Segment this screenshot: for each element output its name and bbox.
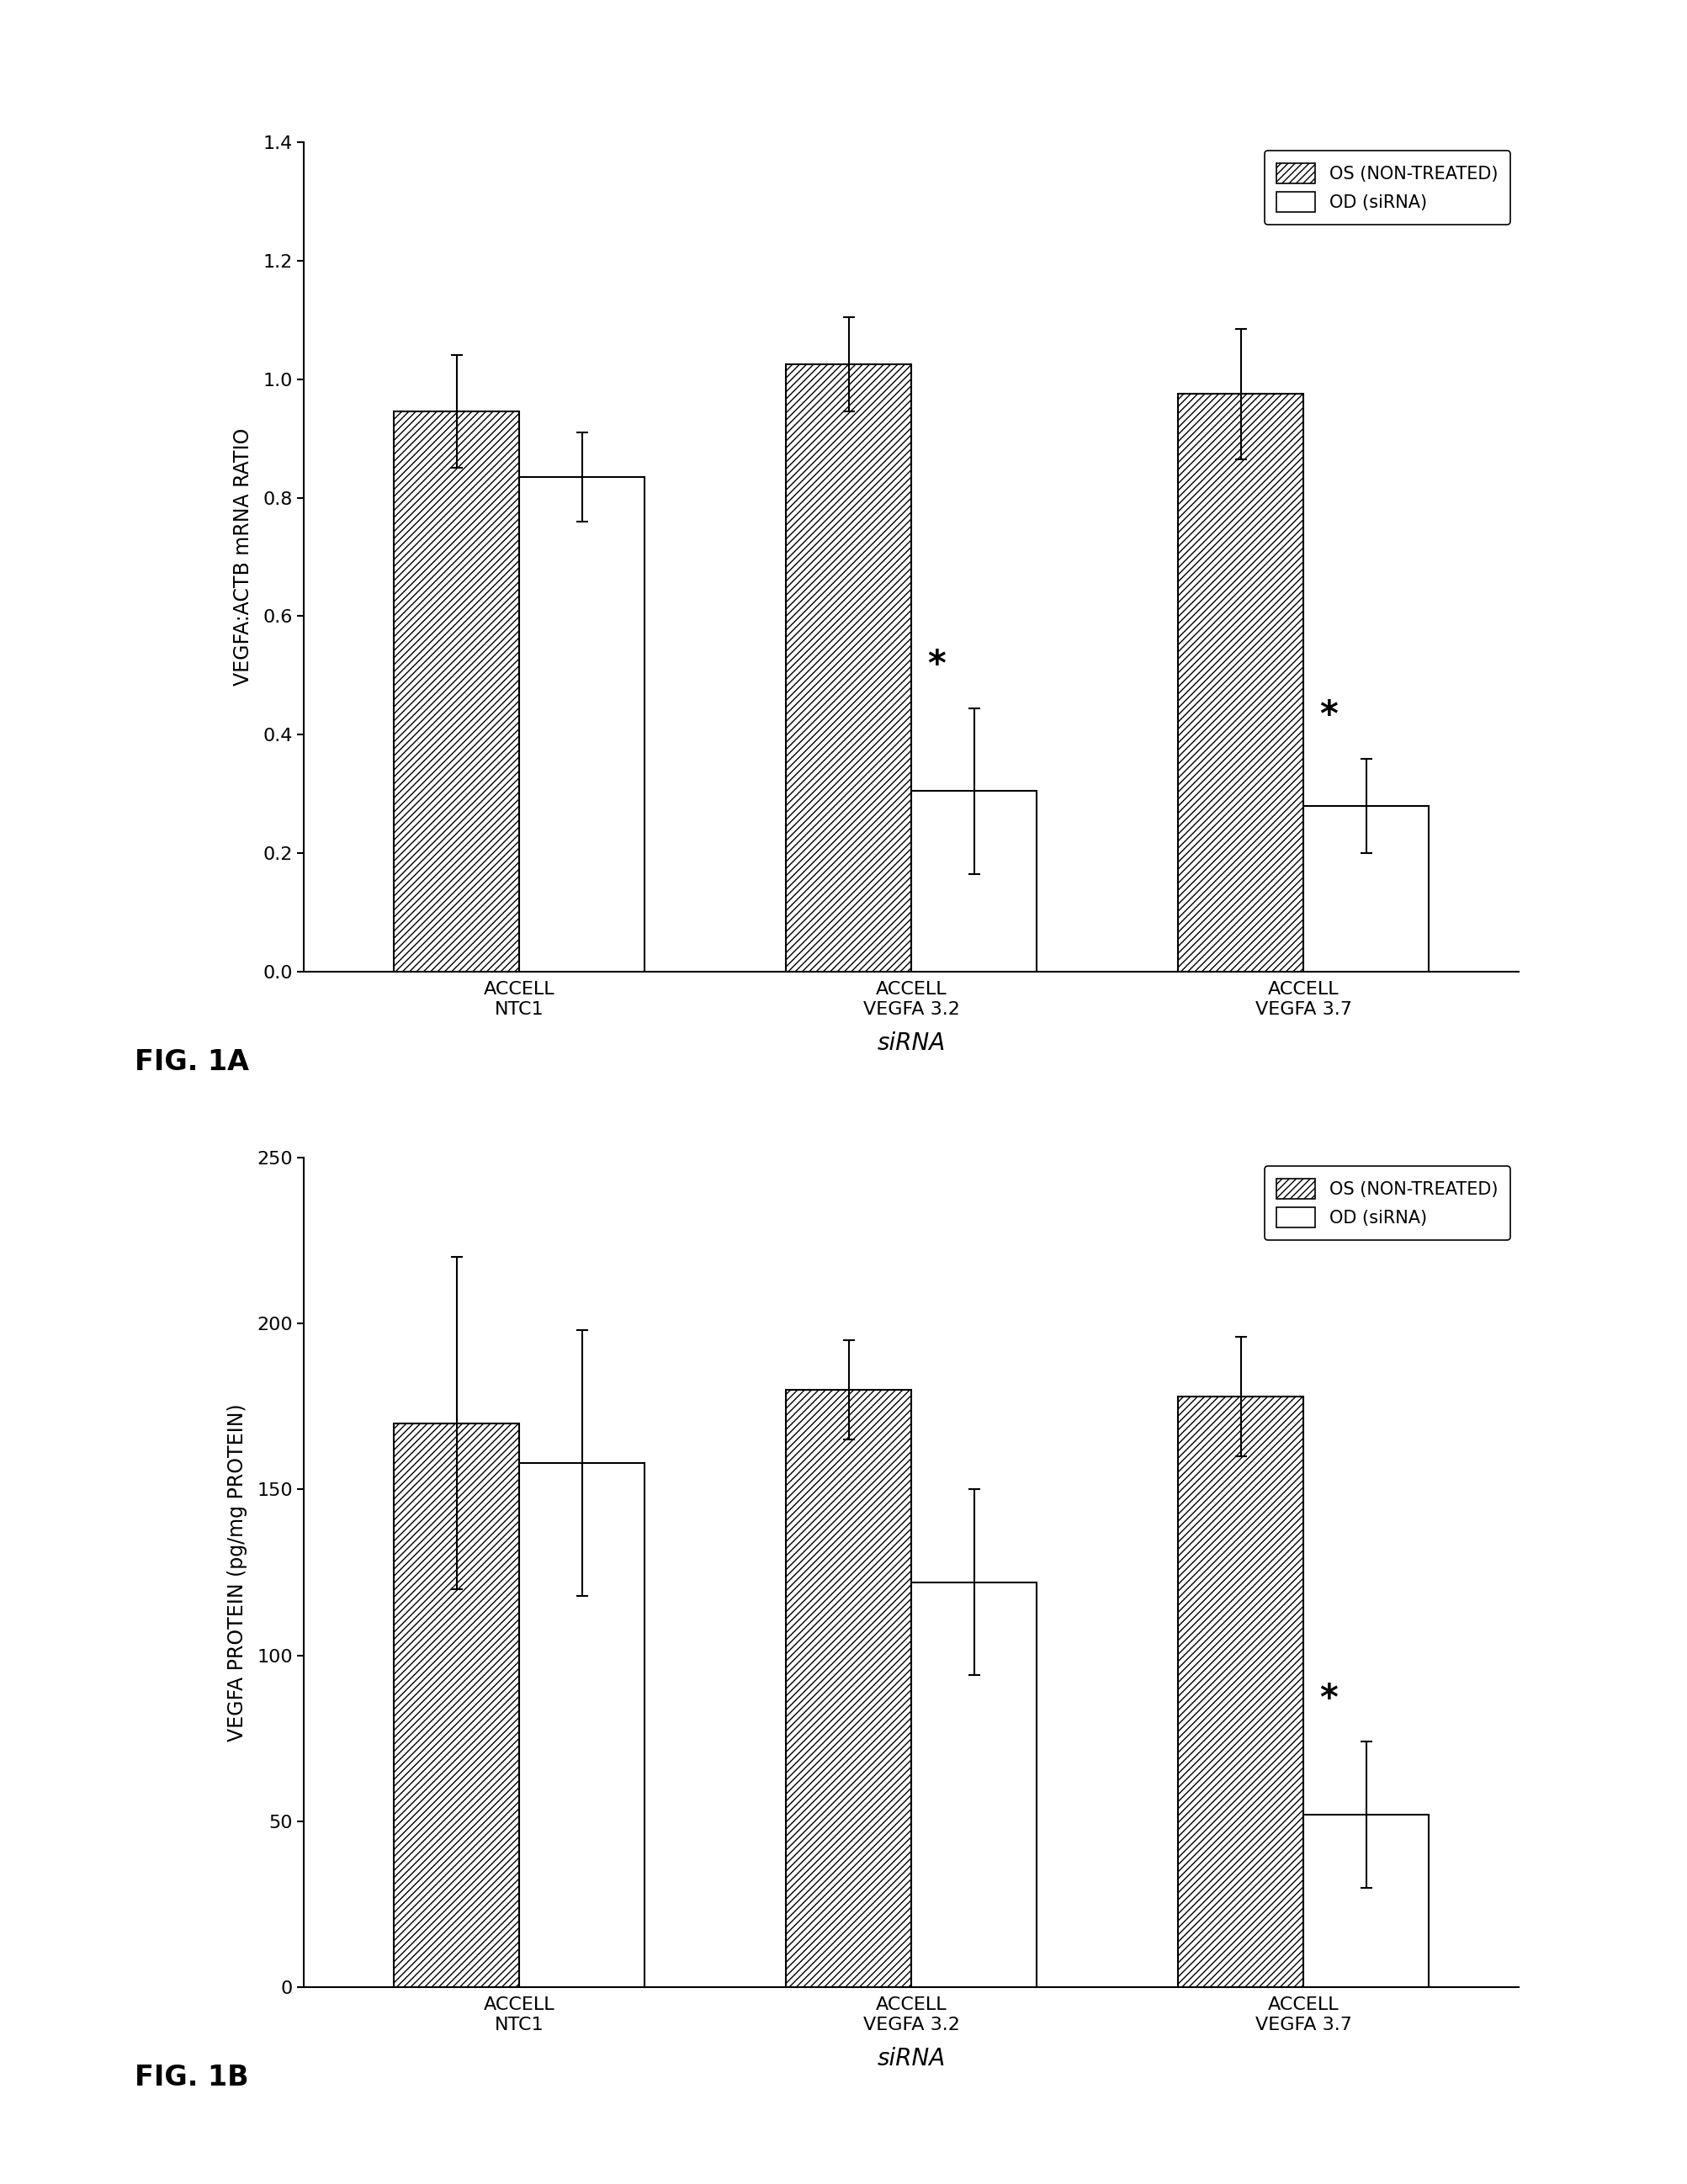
Y-axis label: VEGFA:ACTB mRNA RATIO: VEGFA:ACTB mRNA RATIO [233,428,253,686]
Y-axis label: VEGFA PROTEIN (pg/mg PROTEIN): VEGFA PROTEIN (pg/mg PROTEIN) [228,1404,248,1741]
Text: FIG. 1A: FIG. 1A [135,1048,250,1077]
X-axis label: siRNA: siRNA [877,2046,945,2070]
Bar [1302,1815,1429,1987]
Text: *: * [1319,1682,1338,1717]
Bar [786,1389,911,1987]
Text: *: * [1319,699,1338,734]
Bar [1302,806,1429,972]
Bar [520,1463,644,1987]
Bar [393,411,520,972]
Bar [1178,1396,1302,1987]
Bar [1178,393,1302,972]
Legend: OS (NON-TREATED), OD (siRNA): OS (NON-TREATED), OD (siRNA) [1264,151,1510,225]
Bar [911,791,1036,972]
Legend: OS (NON-TREATED), OD (siRNA): OS (NON-TREATED), OD (siRNA) [1264,1166,1510,1241]
Bar [520,476,644,972]
Bar [786,365,911,972]
Text: *: * [926,649,945,684]
Bar [911,1583,1036,1987]
Text: FIG. 1B: FIG. 1B [135,2064,250,2092]
Bar [393,1424,520,1987]
X-axis label: siRNA: siRNA [877,1031,945,1055]
